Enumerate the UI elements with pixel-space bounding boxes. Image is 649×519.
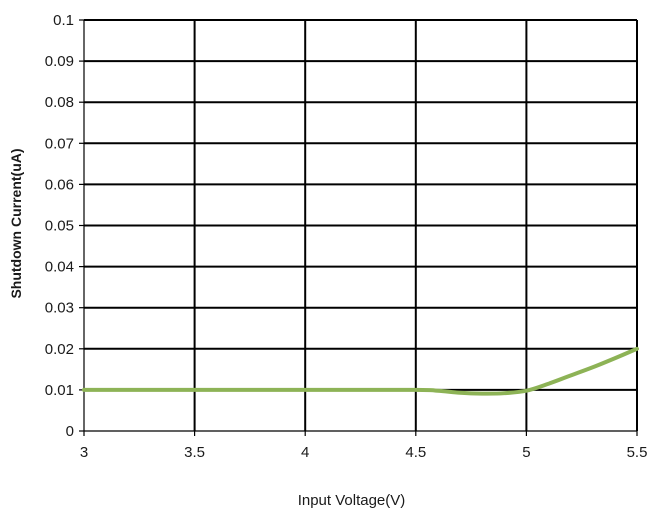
label-layer: Input Voltage(V) Shutdown Current(uA) 0 0… [8, 12, 647, 509]
y-tick-label: 0.1 [53, 12, 74, 29]
x-tick-label: 3 [80, 444, 88, 461]
grid-layer [84, 19, 638, 431]
y-tick-label: 0.05 [45, 218, 74, 235]
y-tick-label: 0.07 [45, 135, 74, 152]
x-tick-label: 3.5 [184, 444, 205, 461]
x-tick-label: 5.5 [627, 444, 648, 461]
series-line [82, 346, 639, 396]
y-tick-label: 0.06 [45, 176, 74, 193]
x-tick-label: 5 [522, 444, 530, 461]
y-tick-label: 0.04 [45, 259, 74, 276]
series-layer [82, 346, 639, 396]
x-tick-label: 4 [301, 444, 309, 461]
y-tick-label: 0.01 [45, 382, 74, 399]
y-axis-title: Shutdown Current(uA) [8, 148, 24, 298]
y-tick-label: 0.08 [45, 94, 74, 111]
y-tick-label: 0.02 [45, 341, 74, 358]
x-tick-label: 4.5 [405, 444, 426, 461]
x-axis-title: Input Voltage(V) [298, 492, 406, 509]
y-tick-label: 0 [66, 423, 74, 440]
y-tick-label: 0.03 [45, 300, 74, 317]
axis-layer [79, 19, 638, 436]
y-tick-label: 0.09 [45, 53, 74, 70]
